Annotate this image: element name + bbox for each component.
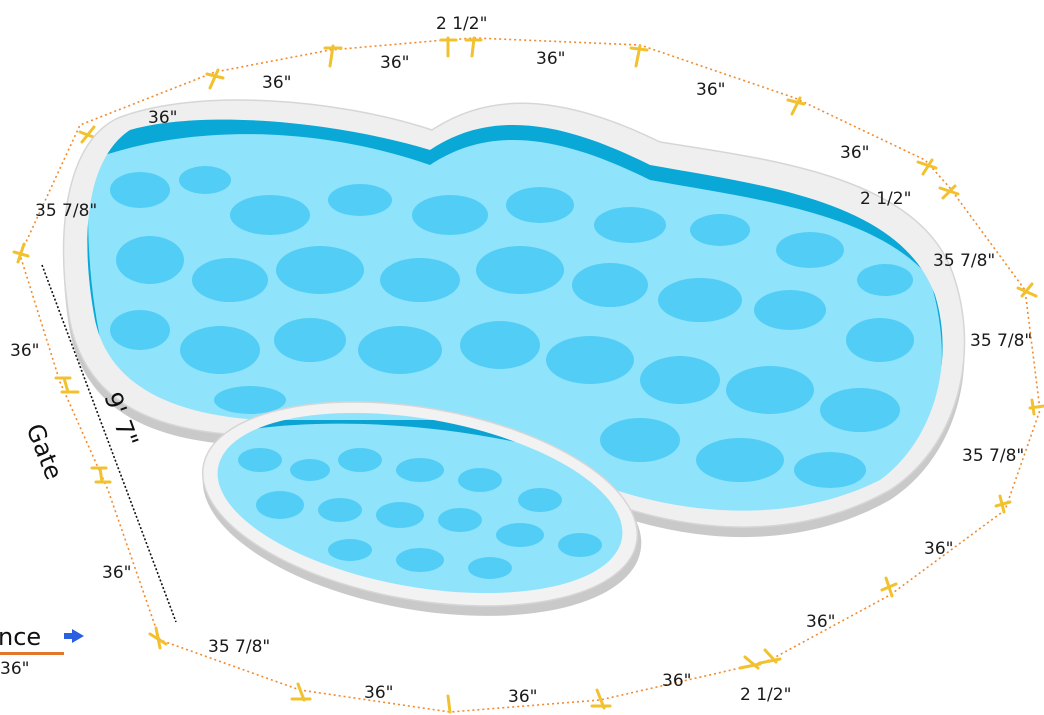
post-icon (738, 655, 762, 670)
label-top-l2: 36" (262, 73, 291, 93)
label-top-gap: 2 1/2" (436, 14, 487, 34)
right-arrow-icon (64, 629, 84, 643)
post-icon (90, 466, 112, 484)
post-icon (786, 96, 806, 116)
label-right-3: 35 7/8" (962, 446, 1024, 466)
post-icon (1016, 282, 1038, 298)
post-icon (205, 68, 225, 90)
gate-dimension-line (41, 264, 177, 623)
post-icon (464, 36, 483, 58)
post-icon (590, 688, 612, 710)
post-icon (290, 682, 312, 702)
fence-legend: nce 36" (0, 623, 84, 679)
label-top-r1: 36" (536, 49, 565, 69)
label-top-l1: 36" (148, 108, 177, 128)
post-icon (916, 158, 938, 176)
label-bottom-gap: 2 1/2" (740, 685, 791, 705)
fence-label: nce (0, 623, 41, 651)
post-icon (994, 494, 1012, 514)
label-left-upper: 35 7/8" (35, 201, 97, 221)
post-icon (1028, 398, 1044, 416)
post-icon (880, 576, 898, 598)
post-icon (323, 44, 343, 68)
label-top-l3: 36" (380, 53, 409, 73)
post-icon (12, 242, 30, 264)
post-icon (439, 36, 458, 58)
label-top-r2: 36" (696, 80, 725, 100)
label-bottom-2: 36" (508, 687, 537, 707)
label-top-r3: 36" (840, 143, 869, 163)
label-left-mid: 36" (10, 341, 39, 361)
label-bottom-5: 36" (924, 539, 953, 559)
post-icon (629, 44, 649, 68)
post-icon (938, 184, 960, 200)
label-left-lower: 36" (102, 563, 131, 583)
spa-pool (201, 401, 642, 616)
post-icon (148, 626, 168, 650)
fence-outline (19, 37, 1041, 713)
label-right-2: 35 7/8" (970, 331, 1032, 351)
label-bottom-left: 35 7/8" (208, 637, 270, 657)
label-right-1: 35 7/8" (933, 251, 995, 271)
label-gate: Gate (20, 420, 67, 484)
label-bottom-3: 36" (662, 671, 691, 691)
post-icon (758, 648, 782, 665)
label-bottom-4: 36" (806, 612, 835, 632)
fence-legend-line (0, 652, 64, 655)
fence-sub-label: 36" (0, 659, 29, 679)
fence-posts (12, 36, 1044, 714)
post-icon (54, 376, 80, 394)
label-right-gap: 2 1/2" (860, 189, 911, 209)
post-icon (446, 694, 452, 714)
label-bottom-1: 36" (364, 683, 393, 703)
